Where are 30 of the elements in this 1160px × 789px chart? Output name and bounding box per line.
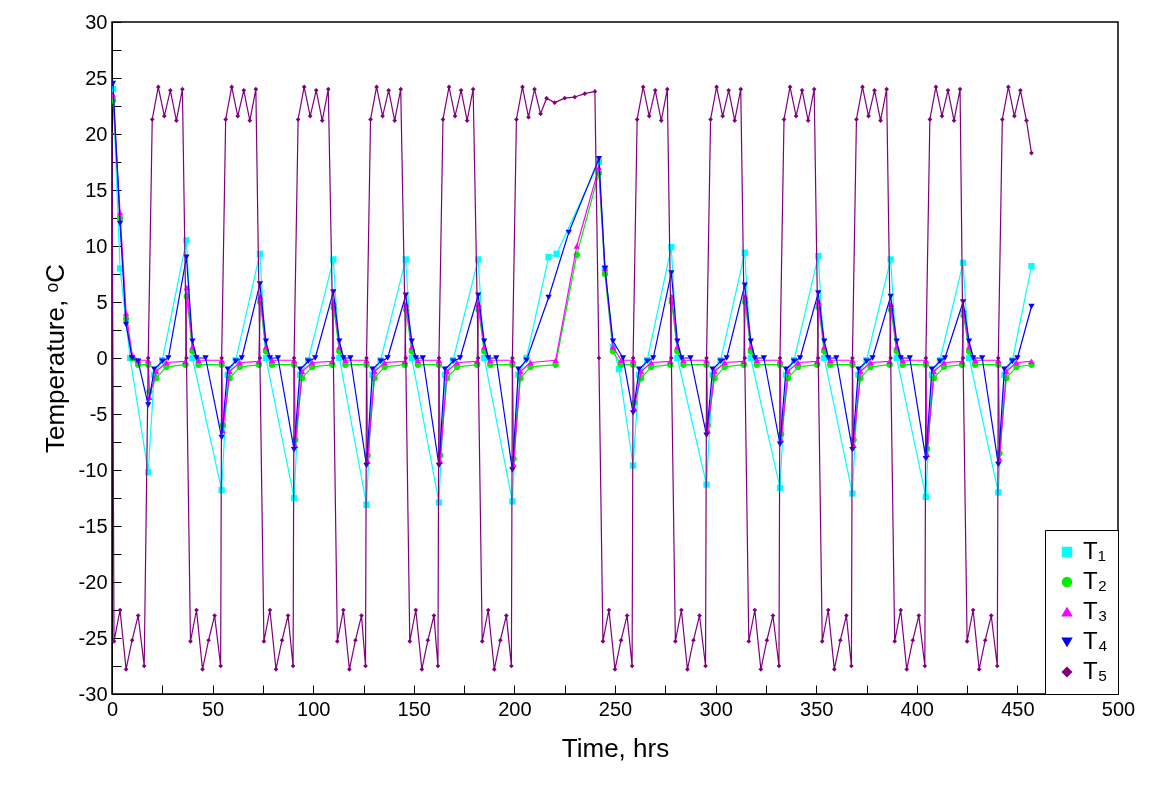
y-tick-label: 25: [85, 66, 108, 89]
y-tick-label: 15: [85, 178, 108, 201]
x-tick-label: 150: [397, 697, 431, 720]
x-tick-label: 400: [900, 697, 934, 720]
x-tick-label: 300: [699, 697, 733, 720]
y-tick-label: 20: [85, 122, 108, 145]
x-axis-title: Time, hrs: [561, 732, 670, 763]
x-tick-label: 100: [297, 697, 331, 720]
y-tick-label: 10: [85, 234, 108, 257]
y-axis-title: Temperature, ᵒC: [39, 264, 70, 453]
x-tick-label: 450: [1001, 697, 1035, 720]
y-tick-label: 0: [96, 346, 108, 369]
x-tick-label: 250: [598, 697, 633, 720]
legend-label: T₅: [1083, 657, 1108, 684]
y-tick-label: -5: [89, 402, 108, 425]
x-tick-label: 350: [800, 697, 834, 720]
y-tick-label: -30: [78, 682, 108, 705]
legend-label: T₂: [1083, 567, 1107, 594]
legend-label: T₃: [1083, 597, 1108, 624]
y-tick-label: 5: [96, 290, 108, 313]
legend-label: T₁: [1083, 537, 1106, 564]
legend-label: T₄: [1083, 627, 1108, 654]
y-tick-label: -10: [78, 458, 108, 481]
x-tick-label: 50: [201, 697, 225, 720]
y-tick-label: 30: [85, 10, 108, 33]
y-tick-label: -20: [78, 570, 108, 593]
x-tick-label: 500: [1101, 697, 1136, 720]
y-tick-label: -15: [78, 514, 108, 537]
y-tick-label: -25: [78, 626, 108, 649]
x-tick-label: 200: [498, 697, 532, 720]
